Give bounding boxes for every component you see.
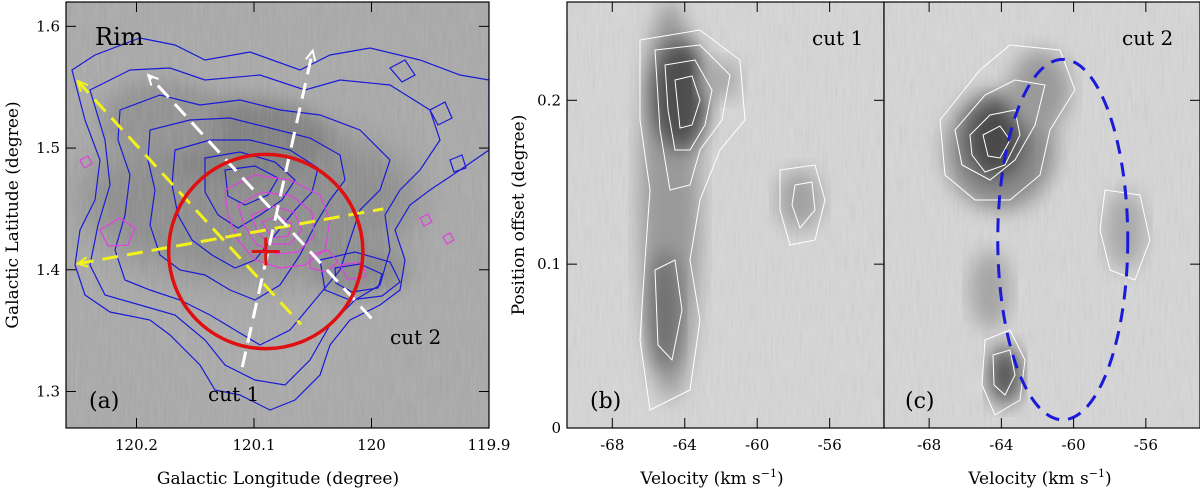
- panel-c-ticks: -68 -64 -60 -56: [917, 2, 1200, 454]
- yellow-cut-2-arrowhead: [76, 79, 89, 92]
- blue-ellipse: [996, 57, 1130, 422]
- panel-c-contours: [939, 44, 1151, 416]
- x-tick-label: 119.9: [468, 436, 511, 454]
- panel-a-tag: (a): [89, 389, 119, 414]
- x-tick-label: -60: [1062, 436, 1086, 454]
- red-circle: [166, 152, 365, 351]
- yellow-arrowheads: [75, 79, 89, 268]
- center-cross: [251, 237, 280, 266]
- panel-b-cut-label: cut 1: [812, 26, 863, 50]
- x-tick-label: -60: [745, 436, 769, 454]
- y-tick-label: 0: [551, 419, 561, 437]
- panel-a-ticks: 120.2 120.1 120 119.9 1.3 1.4 1.5 1.6: [36, 2, 510, 454]
- panel-a-ylabel: Galactic Latitude (degree): [3, 101, 23, 328]
- x-tick-label: 120: [357, 436, 386, 454]
- cut1-label: cut 1: [208, 382, 259, 406]
- white-cut-1: [240, 50, 315, 368]
- panel-c-tag: (c): [905, 389, 935, 414]
- white-cut-2: [147, 74, 373, 320]
- panel-c-cut-label: cut 2: [1122, 26, 1173, 50]
- white-cut-2-arrowhead: [146, 73, 159, 86]
- panel-b-tag: (b): [590, 389, 621, 414]
- panel-a: 120.2 120.1 120 119.9 1.3 1.4 1.5 1.6 Rim (a) c…: [3, 1, 510, 489]
- panel-c-image: [884, 2, 1200, 428]
- x-tick-label: -56: [1134, 436, 1158, 454]
- panel-b-ticks: -68 -64 -60 -56 0 0.1 0.2: [537, 2, 884, 454]
- panel-c: -68 -64 -60 -56 cut 2 (c) Velocity (km s−1): [883, 1, 1200, 489]
- panel-a-image: [66, 2, 489, 428]
- x-tick-label: 120.1: [233, 436, 276, 454]
- panel-a-xlabel: Galactic Longitude (degree): [157, 469, 399, 489]
- y-tick-label: 1.5: [36, 139, 60, 157]
- y-tick-label: 0.2: [537, 91, 561, 109]
- panel-b-ylabel: Position offset (degree): [509, 115, 529, 316]
- panel-a-frame: [65, 1, 490, 429]
- x-tick-label: -64: [673, 436, 697, 454]
- panel-b-xlabel: Velocity (km s−1): [639, 467, 783, 489]
- panel-b: -68 -64 -60 -56 0 0.1 0.2 cut 1 (b) Velocity (…: [509, 1, 885, 489]
- cut-arrowheads: [146, 48, 317, 86]
- region-label: Rim: [95, 23, 144, 51]
- panel-b-image: [567, 2, 884, 428]
- panel-c-frame: [883, 1, 1200, 429]
- y-tick-label: 1.3: [36, 382, 60, 400]
- x-tick-label: -64: [989, 436, 1013, 454]
- yellow-cut-1-arrowhead: [75, 256, 89, 268]
- y-tick-label: 1.4: [36, 261, 60, 279]
- blue-contours: [71, 37, 489, 411]
- cut-lines: [76, 50, 384, 368]
- x-tick-label: -56: [818, 436, 842, 454]
- panel-b-contours: [639, 29, 826, 411]
- panel-c-xlabel: Velocity (km s−1): [967, 467, 1111, 489]
- white-cut-1-arrowhead: [305, 48, 317, 62]
- y-tick-label: 1.6: [36, 17, 60, 35]
- x-tick-label: 120.2: [115, 436, 158, 454]
- y-tick-label: 0.1: [537, 255, 561, 273]
- yellow-cut-1: [77, 207, 384, 266]
- x-tick-label: -68: [917, 436, 941, 454]
- cut2-label: cut 2: [390, 325, 441, 349]
- x-tick-label: -68: [600, 436, 624, 454]
- yellow-cut-2: [76, 80, 303, 326]
